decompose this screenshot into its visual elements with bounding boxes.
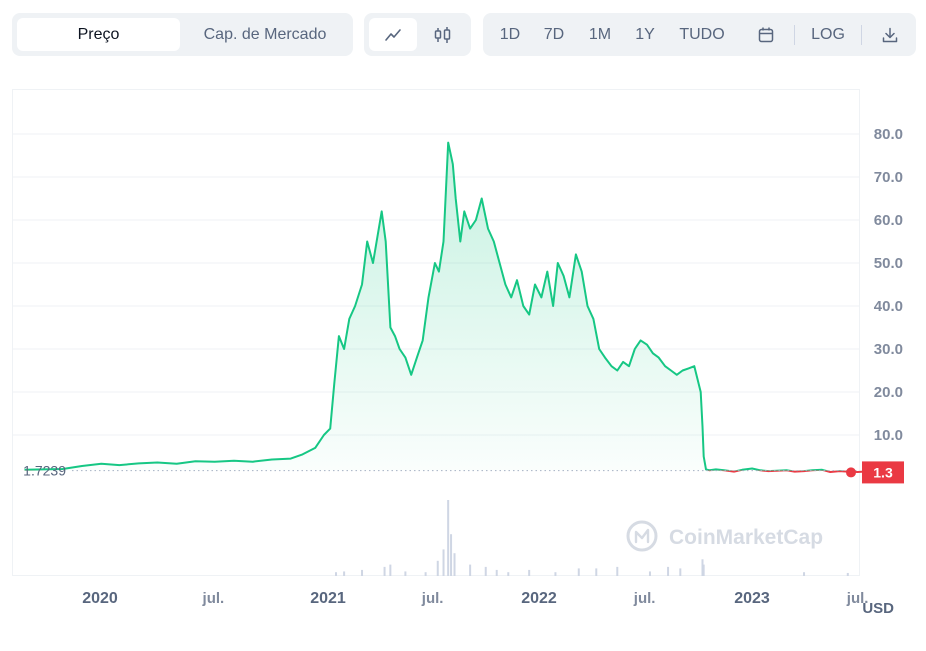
- volume-bar: [469, 564, 472, 576]
- time-range-toolbar: 1D 7D 1M 1Y TUDO LOG: [483, 13, 916, 56]
- volume-bar: [361, 569, 364, 576]
- price-line-above-reference: [24, 141, 848, 471]
- chart-type-toggle: Preço Cap. de Mercado: [12, 13, 353, 56]
- y-tick-label: 10.0: [874, 427, 903, 444]
- line-chart-icon: [385, 28, 401, 41]
- download-icon: [882, 27, 898, 43]
- y-tick-label: 30.0: [874, 341, 903, 358]
- x-tick-label: jul.: [421, 590, 444, 607]
- current-price-badge: [862, 461, 904, 484]
- candlestick-button[interactable]: [420, 18, 466, 51]
- x-tick-label: 2022: [521, 590, 557, 607]
- y-tick-label: 20.0: [874, 384, 903, 401]
- x-tick-label: 2021: [310, 590, 346, 607]
- volume-bar: [702, 564, 705, 576]
- volume-bar: [404, 571, 407, 576]
- download-button[interactable]: [873, 13, 907, 56]
- chart-style-toggle: [364, 13, 471, 56]
- volume-bar: [450, 534, 453, 576]
- volume-bar: [701, 559, 704, 576]
- volume-bar: [389, 564, 392, 576]
- volume-bar: [507, 572, 510, 576]
- volume-bar: [343, 571, 346, 576]
- toolbar-divider: [794, 25, 795, 45]
- volume-bar: [528, 569, 531, 576]
- volume-bar: [648, 571, 651, 576]
- volume-bar: [424, 572, 427, 576]
- volume-bar: [577, 568, 580, 576]
- x-tick-label: 2023: [734, 590, 770, 607]
- toolbar-divider: [861, 25, 862, 45]
- watermark-text: CoinMarketCap: [669, 526, 823, 549]
- volume-bar: [554, 572, 557, 576]
- chart-frame: [12, 89, 860, 576]
- volume-bar: [484, 566, 487, 576]
- tab-price[interactable]: Preço: [17, 18, 180, 51]
- range-all-button[interactable]: TUDO: [679, 26, 725, 43]
- volume-bar: [383, 566, 386, 576]
- x-axis: 2020 jul. 2021 jul. 2022 jul. 2023 jul.: [82, 590, 868, 607]
- current-price-label: 1.3: [873, 464, 893, 480]
- range-1m-button[interactable]: 1M: [588, 26, 612, 43]
- volume-bar: [442, 549, 445, 576]
- range-1y-button[interactable]: 1Y: [635, 26, 655, 43]
- reference-value-label: 1.7239: [23, 463, 66, 479]
- volume-bar: [846, 572, 849, 576]
- price-area-fill: [24, 142, 869, 471]
- volume-bar: [436, 560, 439, 576]
- calendar-icon: [758, 27, 774, 43]
- y-tick-label: 50.0: [874, 255, 903, 272]
- y-tick-label: 70.0: [874, 169, 903, 186]
- date-range-button[interactable]: [749, 13, 783, 56]
- current-price-dot: [846, 467, 856, 478]
- range-7d-button[interactable]: 7D: [543, 26, 565, 43]
- volume-bar: [335, 572, 338, 576]
- volume-bar: [667, 566, 670, 576]
- currency-unit-label: USD: [862, 600, 894, 617]
- volume-bar: [453, 553, 456, 576]
- volume-bars: [335, 500, 849, 576]
- tab-market-cap[interactable]: Cap. de Mercado: [203, 25, 327, 43]
- x-tick-label: jul.: [846, 590, 869, 607]
- volume-bar: [616, 566, 619, 576]
- volume-bar: [495, 569, 498, 576]
- coinmarketcap-watermark: CoinMarketCap: [626, 520, 823, 552]
- log-scale-button[interactable]: LOG: [811, 26, 845, 43]
- candlestick-icon: [434, 26, 451, 43]
- y-axis: 10.0 20.0 30.0 40.0 50.0 60.0 70.0 80.0: [874, 126, 903, 444]
- y-tick-label: 80.0: [874, 126, 903, 143]
- line-chart-button[interactable]: [369, 18, 417, 51]
- y-tick-label: 40.0: [874, 298, 903, 315]
- volume-bar: [679, 568, 682, 576]
- coinmarketcap-logo-icon: [626, 520, 658, 552]
- range-1d-button[interactable]: 1D: [499, 26, 521, 43]
- x-tick-label: 2020: [82, 590, 118, 607]
- volume-bar: [447, 500, 450, 576]
- volume-bar: [803, 572, 806, 576]
- current-price-marker: 1.3: [846, 461, 904, 484]
- y-tick-label: 60.0: [874, 212, 903, 229]
- x-tick-label: jul.: [633, 590, 656, 607]
- x-tick-label: jul.: [202, 590, 225, 607]
- volume-bar: [595, 568, 598, 576]
